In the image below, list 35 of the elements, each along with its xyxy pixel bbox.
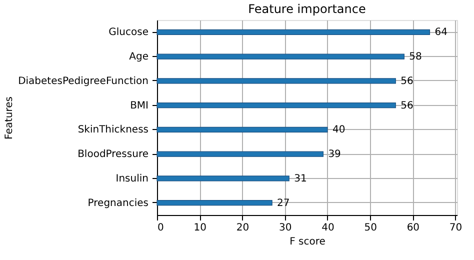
data-label: 64 bbox=[434, 27, 448, 38]
y-tick-label: Glucose bbox=[108, 27, 148, 38]
x-tick-label: 0 bbox=[158, 222, 164, 234]
y-axis-title: Features bbox=[4, 96, 16, 140]
data-label: 56 bbox=[400, 100, 414, 112]
data-label: 39 bbox=[328, 149, 341, 160]
bar bbox=[156, 151, 324, 157]
x-tick-label: 50 bbox=[364, 222, 377, 234]
bar bbox=[156, 126, 328, 132]
chart-title: Feature importance bbox=[248, 2, 366, 16]
data-label: 31 bbox=[294, 173, 307, 184]
bar bbox=[156, 54, 404, 60]
y-tick-label: BMI bbox=[130, 100, 148, 112]
x-tick-label: 70 bbox=[449, 222, 462, 234]
bar bbox=[156, 78, 396, 84]
bar bbox=[156, 29, 430, 35]
data-label: 56 bbox=[400, 76, 414, 87]
data-label: 40 bbox=[332, 124, 346, 136]
x-tick-label: 20 bbox=[236, 222, 250, 234]
data-label: 27 bbox=[277, 198, 290, 209]
x-tick-label: 10 bbox=[194, 222, 206, 234]
y-tick-label: BloodPressure bbox=[78, 149, 148, 160]
bar bbox=[156, 102, 396, 108]
x-axis-title: F score bbox=[290, 236, 326, 248]
bar bbox=[156, 176, 290, 182]
x-tick-label: 30 bbox=[278, 222, 292, 234]
y-tick-label: Age bbox=[129, 52, 148, 63]
bar bbox=[156, 200, 272, 206]
y-tick-label: Insulin bbox=[116, 173, 148, 184]
x-tick-label: 40 bbox=[322, 222, 334, 234]
y-tick-label: DiabetesPedigreeFunction bbox=[18, 76, 148, 87]
data-label: 58 bbox=[409, 52, 422, 63]
y-tick-label: Pregnancies bbox=[88, 198, 148, 209]
y-tick-label: SkinThickness bbox=[78, 124, 148, 136]
x-tick-label: 60 bbox=[406, 222, 420, 234]
